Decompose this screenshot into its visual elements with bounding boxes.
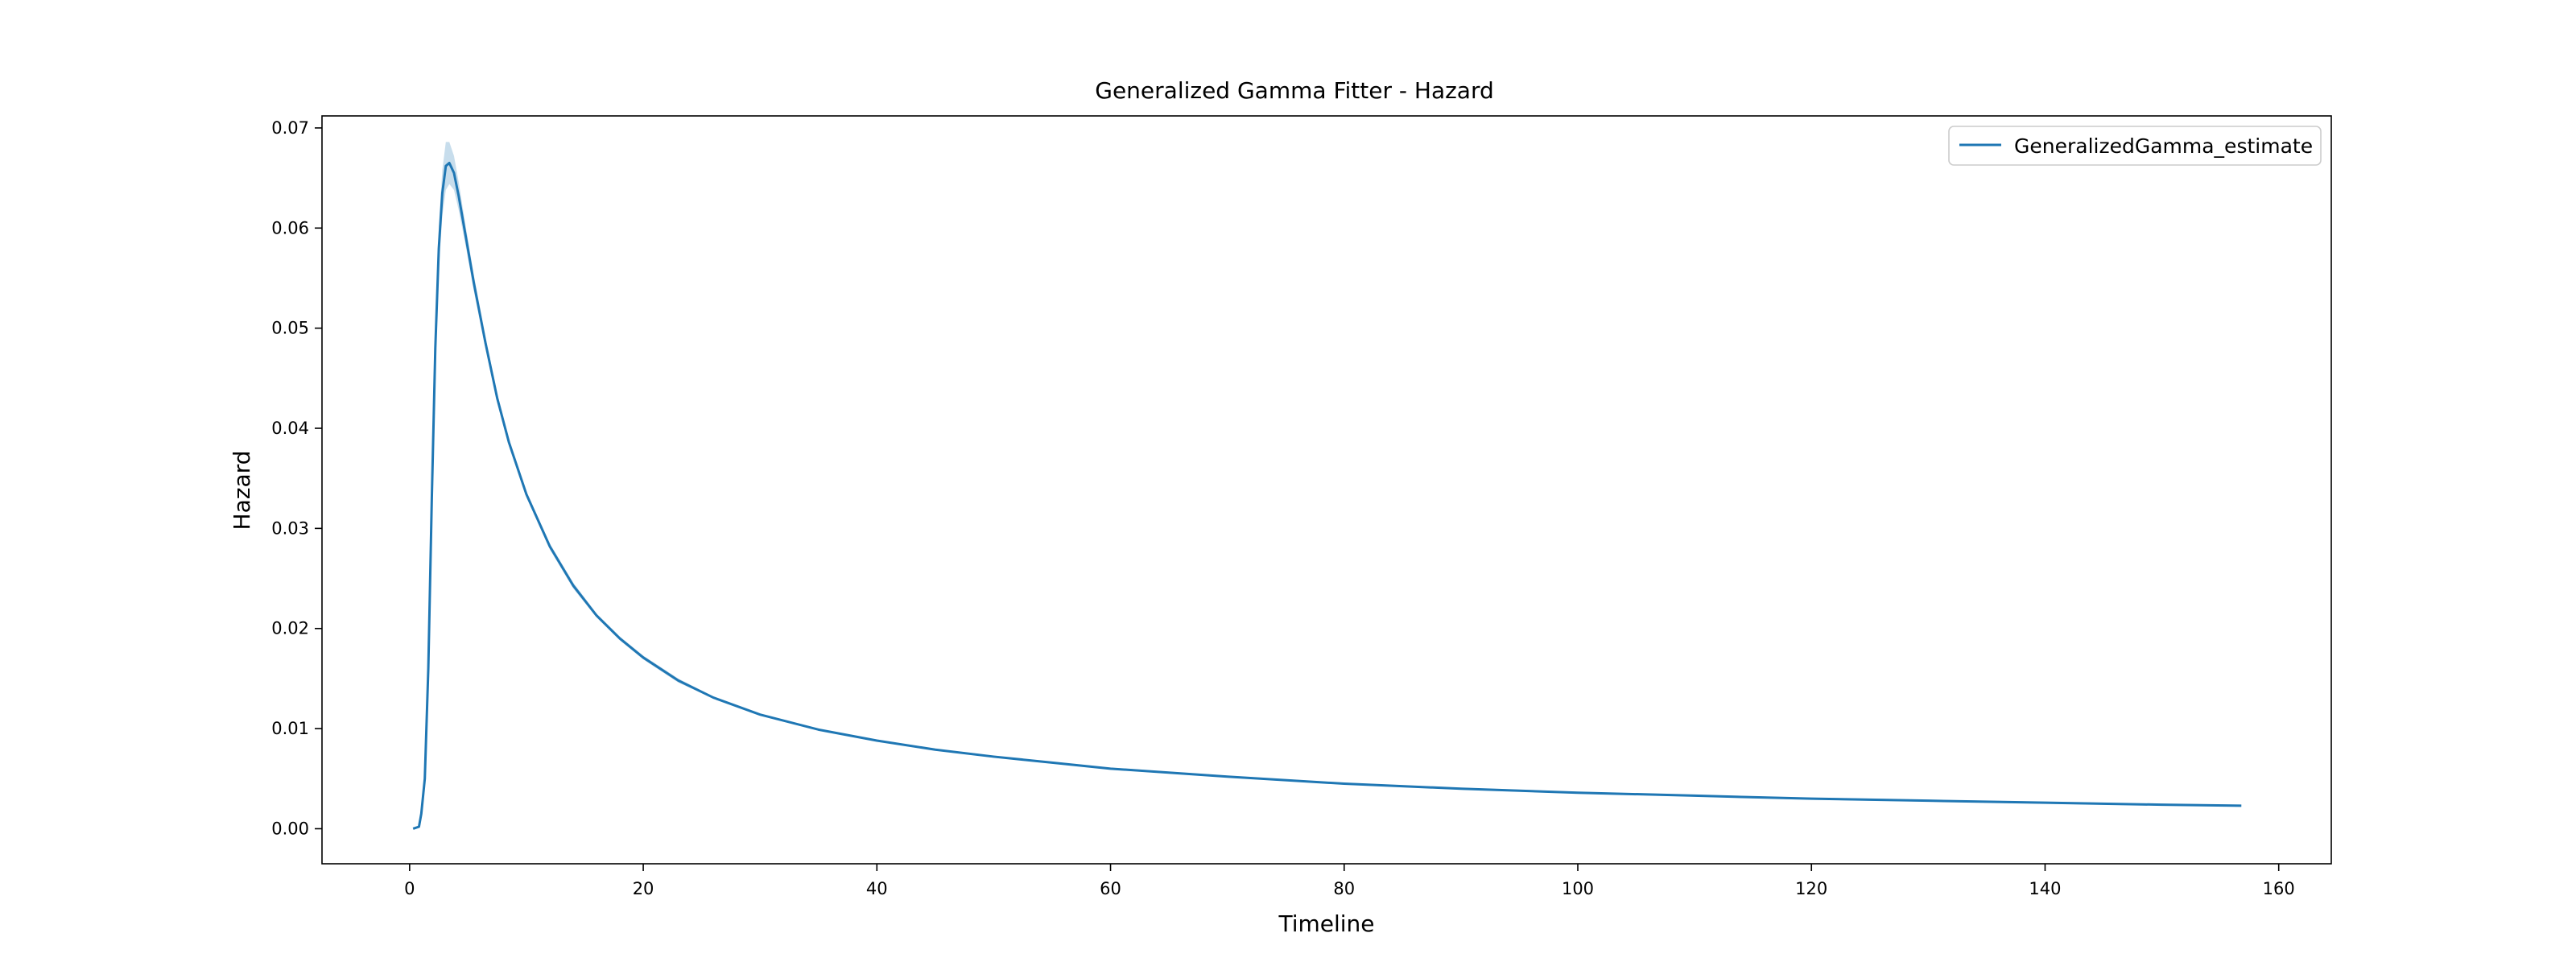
- chart-title: Generalized Gamma Fitter - Hazard: [1095, 77, 1494, 104]
- y-tick-label: 0.03: [271, 518, 309, 538]
- x-tick-label: 100: [1562, 879, 1594, 898]
- y-tick-label: 0.07: [271, 118, 309, 138]
- legend: GeneralizedGamma_estimate: [1948, 126, 2322, 166]
- x-tick-label: 0: [404, 879, 415, 898]
- axes-frame: [321, 115, 2332, 865]
- y-tick-label: 0.05: [271, 319, 309, 338]
- y-tick-label: 0.02: [271, 619, 309, 638]
- series-layer: [412, 142, 2242, 830]
- y-axis: 0.00 0.01 0.02 0.03 0.04 0.05 0.06 0.07: [271, 118, 322, 838]
- x-tick-label: 140: [2029, 879, 2061, 898]
- x-axis-label: Timeline: [1278, 910, 1374, 937]
- plot-area: [412, 142, 2242, 830]
- y-axis-label: Hazard: [229, 451, 255, 530]
- x-tick-label: 160: [2263, 879, 2295, 898]
- series-line-0: [412, 161, 2242, 830]
- legend-frame: [1948, 126, 2322, 166]
- y-tick-label: 0.01: [271, 719, 309, 738]
- x-tick-label: 60: [1100, 879, 1121, 898]
- x-axis: 0 20 40 60 80 100 120 140 160: [404, 864, 2295, 898]
- y-tick-label: 0.00: [271, 819, 309, 838]
- legend-entry-label: GeneralizedGamma_estimate: [2014, 134, 2313, 158]
- x-tick-label: 80: [1333, 879, 1355, 898]
- x-tick-label: 120: [1795, 879, 1827, 898]
- x-tick-label: 20: [633, 879, 654, 898]
- y-tick-label: 0.04: [271, 419, 309, 438]
- x-tick-label: 40: [866, 879, 888, 898]
- y-tick-label: 0.06: [271, 218, 309, 237]
